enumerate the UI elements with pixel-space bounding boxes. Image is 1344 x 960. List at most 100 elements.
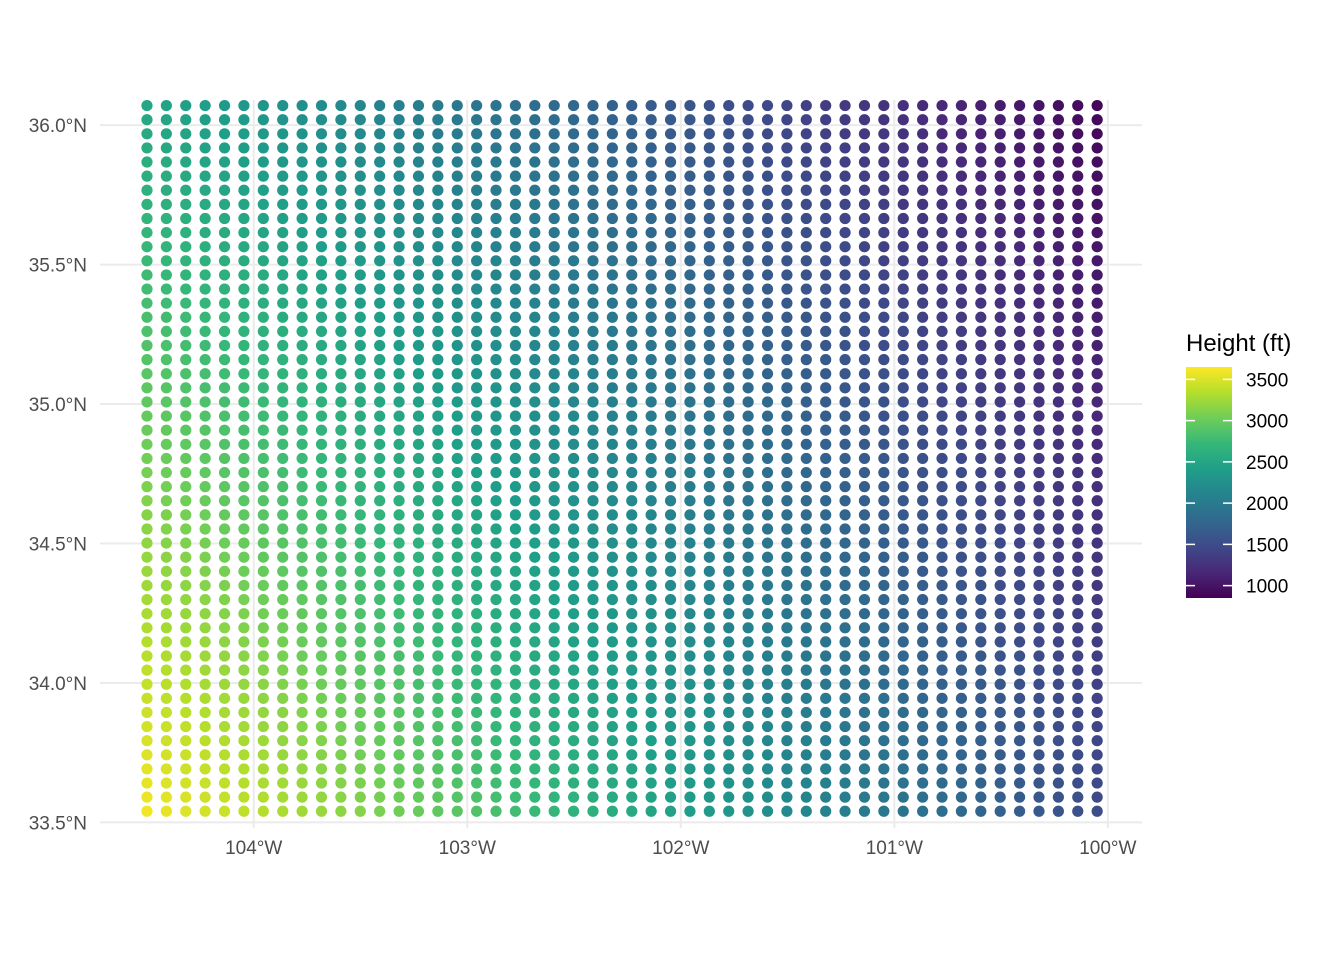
data-point xyxy=(257,777,269,789)
data-point xyxy=(393,706,405,719)
data-point xyxy=(1013,212,1026,225)
data-point xyxy=(238,114,250,126)
data-point xyxy=(723,777,735,789)
data-point xyxy=(645,142,657,154)
data-point xyxy=(955,142,968,154)
data-point xyxy=(393,622,405,634)
data-point xyxy=(761,227,774,239)
data-point xyxy=(1072,509,1084,521)
data-point xyxy=(374,241,386,253)
data-point xyxy=(335,664,347,676)
data-point xyxy=(587,579,599,592)
data-point xyxy=(761,636,774,648)
data-point xyxy=(994,551,1006,563)
data-point xyxy=(160,805,172,817)
data-point xyxy=(606,283,618,295)
data-point xyxy=(917,99,929,112)
data-point xyxy=(451,212,463,225)
data-point xyxy=(160,466,172,479)
data-point xyxy=(664,481,677,493)
data-point xyxy=(567,114,580,126)
data-point xyxy=(160,128,172,140)
data-point xyxy=(1013,255,1026,267)
data-point xyxy=(684,805,696,817)
data-point xyxy=(1033,466,1045,479)
data-point xyxy=(567,466,580,479)
data-point xyxy=(858,311,871,323)
data-point xyxy=(277,396,289,408)
data-point xyxy=(955,593,968,606)
data-point xyxy=(548,650,560,662)
data-point xyxy=(839,311,851,323)
data-point xyxy=(335,692,347,704)
data-point xyxy=(335,777,347,789)
data-point xyxy=(606,565,618,577)
data-point xyxy=(723,481,735,493)
data-point xyxy=(781,763,793,775)
data-point xyxy=(160,622,172,634)
data-point xyxy=(490,509,502,521)
data-point xyxy=(1091,537,1103,549)
data-point xyxy=(451,720,463,733)
data-point xyxy=(471,325,483,337)
data-point xyxy=(975,452,987,465)
data-point xyxy=(412,438,425,450)
data-point xyxy=(645,720,657,733)
data-point xyxy=(800,114,812,126)
data-point xyxy=(800,396,812,408)
data-point xyxy=(703,579,715,592)
data-point xyxy=(432,170,444,182)
data-point xyxy=(839,749,851,761)
data-point xyxy=(199,156,211,168)
data-point xyxy=(374,509,386,521)
data-point xyxy=(567,777,580,789)
data-point xyxy=(1091,170,1103,182)
data-point xyxy=(567,452,580,465)
data-point xyxy=(664,763,677,775)
data-point xyxy=(606,198,618,210)
data-point xyxy=(374,579,386,592)
data-point xyxy=(277,170,289,182)
data-point xyxy=(490,184,502,196)
data-point xyxy=(218,579,231,592)
data-point xyxy=(742,509,754,521)
data-point xyxy=(820,720,832,733)
data-point xyxy=(374,410,386,422)
data-point xyxy=(820,791,832,803)
data-point xyxy=(975,579,987,592)
data-point xyxy=(587,424,599,436)
data-point xyxy=(587,255,599,267)
data-point xyxy=(567,706,580,719)
data-point xyxy=(374,791,386,803)
data-point xyxy=(374,368,386,380)
data-point xyxy=(218,452,231,465)
data-point xyxy=(1072,241,1084,253)
data-point xyxy=(587,537,599,549)
data-point xyxy=(180,170,192,182)
data-point xyxy=(296,593,308,606)
data-point xyxy=(645,481,657,493)
data-point xyxy=(354,692,366,704)
data-point xyxy=(160,777,172,789)
data-point xyxy=(141,410,153,422)
data-point xyxy=(955,339,968,352)
data-point xyxy=(141,481,153,493)
data-point xyxy=(723,608,735,620)
data-point xyxy=(955,438,968,450)
data-point xyxy=(1091,678,1103,690)
data-point xyxy=(160,551,172,563)
data-point xyxy=(761,410,774,422)
data-point xyxy=(781,339,793,352)
data-point xyxy=(975,551,987,563)
data-point xyxy=(199,735,211,747)
data-point xyxy=(606,297,618,309)
data-point xyxy=(684,763,696,775)
data-point xyxy=(858,791,871,803)
data-point xyxy=(781,551,793,563)
data-point xyxy=(141,184,153,196)
data-point xyxy=(451,368,463,380)
data-point xyxy=(180,537,192,549)
data-point xyxy=(703,114,715,126)
data-point xyxy=(1013,283,1026,295)
